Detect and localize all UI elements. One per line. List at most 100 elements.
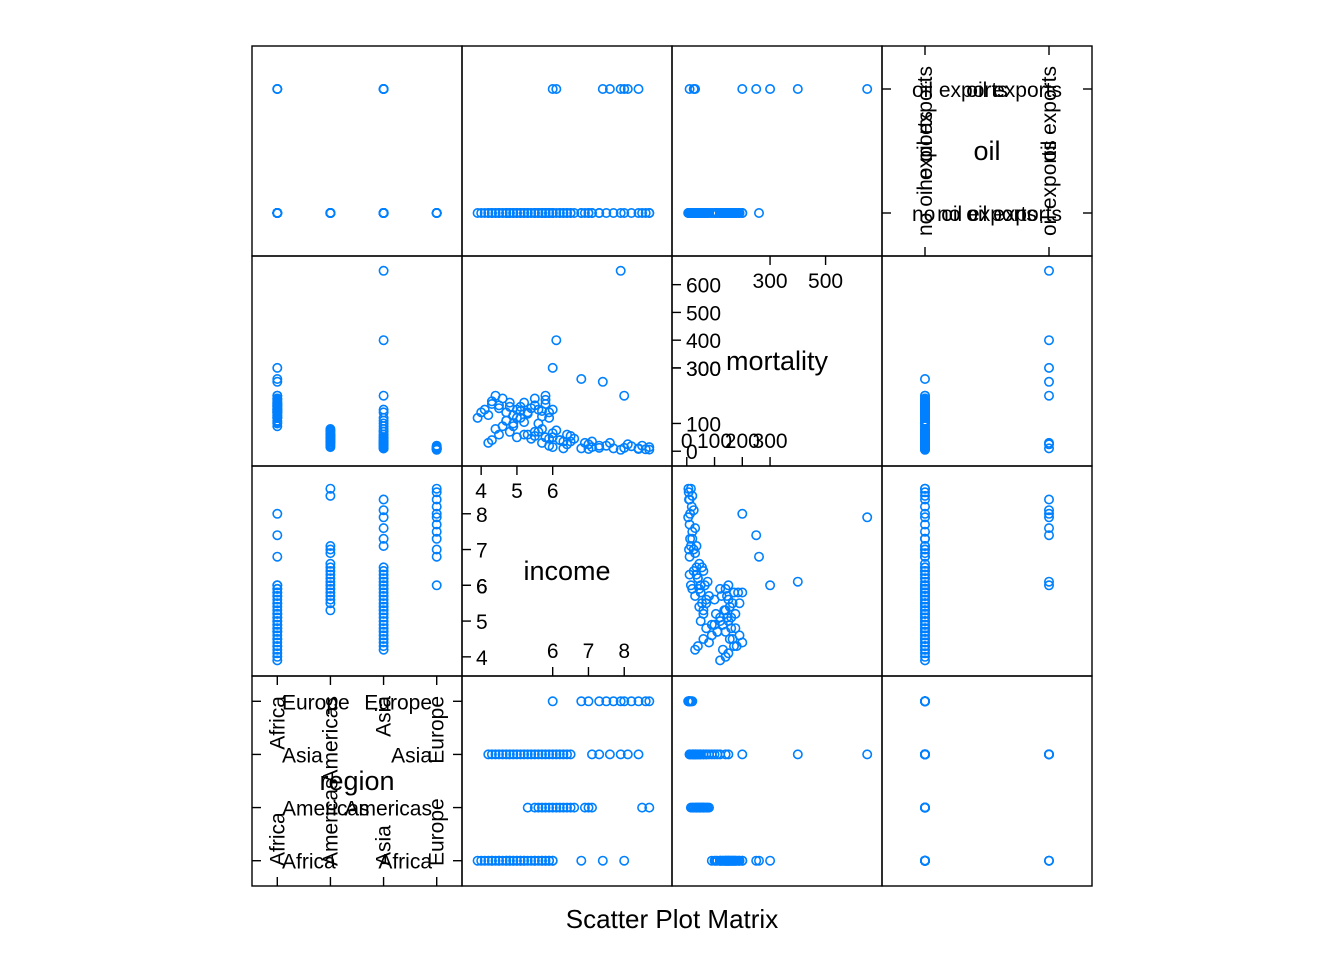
data-point	[272, 598, 283, 609]
data-point	[640, 208, 651, 219]
tick-label: Africa	[282, 851, 336, 874]
data-point	[544, 412, 555, 423]
data-point	[919, 508, 930, 519]
data-point	[919, 501, 930, 512]
data-point	[378, 619, 389, 630]
data-point	[272, 418, 283, 429]
tick-label: 300	[753, 270, 788, 293]
chart-title: Scatter Plot Matrix	[566, 904, 778, 934]
data-point	[919, 651, 930, 662]
data-point	[272, 623, 283, 634]
data-point	[691, 802, 702, 813]
data-point	[561, 749, 572, 760]
data-point	[862, 84, 873, 95]
data-point	[536, 802, 547, 813]
tick-label: 0	[681, 430, 693, 453]
data-point	[547, 855, 558, 866]
tick-label: 200	[725, 430, 760, 453]
data-point	[378, 605, 389, 616]
data-point	[547, 749, 558, 760]
data-point	[919, 594, 930, 605]
data-point	[325, 594, 336, 605]
data-point	[683, 494, 694, 505]
data-point	[604, 749, 615, 760]
data-point	[378, 540, 389, 551]
data-point	[272, 508, 283, 519]
data-point	[325, 598, 336, 609]
data-point	[715, 612, 726, 623]
data-point	[490, 749, 501, 760]
tick-label: 0	[686, 441, 698, 464]
data-point	[684, 749, 695, 760]
data-point	[476, 208, 487, 219]
data-point	[737, 208, 748, 219]
data-point	[733, 587, 744, 598]
data-point	[378, 390, 389, 401]
data-point	[529, 208, 540, 219]
data-point	[378, 533, 389, 544]
data-point	[626, 696, 637, 707]
data-point	[325, 562, 336, 573]
data-point	[1044, 512, 1055, 523]
data-point	[919, 390, 930, 401]
data-point	[378, 583, 389, 594]
data-point	[378, 335, 389, 346]
data-point	[633, 84, 644, 95]
data-point	[919, 644, 930, 655]
data-point	[733, 208, 744, 219]
data-point	[272, 655, 283, 666]
data-point	[511, 208, 522, 219]
data-point	[272, 608, 283, 619]
panel-mortality-vs-region	[272, 265, 442, 455]
data-point	[619, 442, 630, 453]
data-point	[431, 441, 442, 452]
data-point	[272, 637, 283, 648]
data-point	[728, 641, 739, 652]
data-point	[533, 404, 544, 415]
data-point	[608, 208, 619, 219]
data-point	[378, 598, 389, 609]
data-point	[619, 696, 630, 707]
data-point	[919, 565, 930, 576]
data-point	[561, 208, 572, 219]
data-point	[272, 590, 283, 601]
data-point	[615, 749, 626, 760]
data-point	[792, 749, 803, 760]
data-point	[919, 598, 930, 609]
tick-label: 300	[753, 430, 788, 453]
data-point	[586, 208, 597, 219]
data-point	[619, 390, 630, 401]
data-point	[378, 644, 389, 655]
tick-label: 5	[476, 611, 488, 634]
data-point	[586, 749, 597, 760]
data-point	[378, 84, 389, 95]
tick-label: 500	[808, 270, 843, 293]
data-point	[431, 494, 442, 505]
data-point	[919, 533, 930, 544]
data-point	[272, 633, 283, 644]
data-point	[325, 573, 336, 584]
variable-name: mortality	[726, 346, 829, 376]
data-point	[515, 749, 526, 760]
data-point	[919, 637, 930, 648]
panel-oil-vs-region	[272, 84, 442, 219]
data-point	[325, 580, 336, 591]
data-point	[378, 523, 389, 534]
data-point	[504, 855, 515, 866]
data-point	[431, 526, 442, 537]
data-point	[1044, 335, 1055, 346]
data-point	[522, 855, 533, 866]
data-point	[378, 580, 389, 591]
data-point	[515, 412, 526, 423]
data-point	[640, 696, 651, 707]
tick-label: 6	[547, 480, 559, 503]
data-point	[919, 576, 930, 587]
data-point	[615, 696, 626, 707]
data-point	[272, 551, 283, 562]
data-point	[919, 619, 930, 630]
data-point	[919, 544, 930, 555]
tick-label: 4	[475, 480, 487, 503]
data-point	[378, 565, 389, 576]
data-point	[529, 749, 540, 760]
data-point	[594, 696, 605, 707]
